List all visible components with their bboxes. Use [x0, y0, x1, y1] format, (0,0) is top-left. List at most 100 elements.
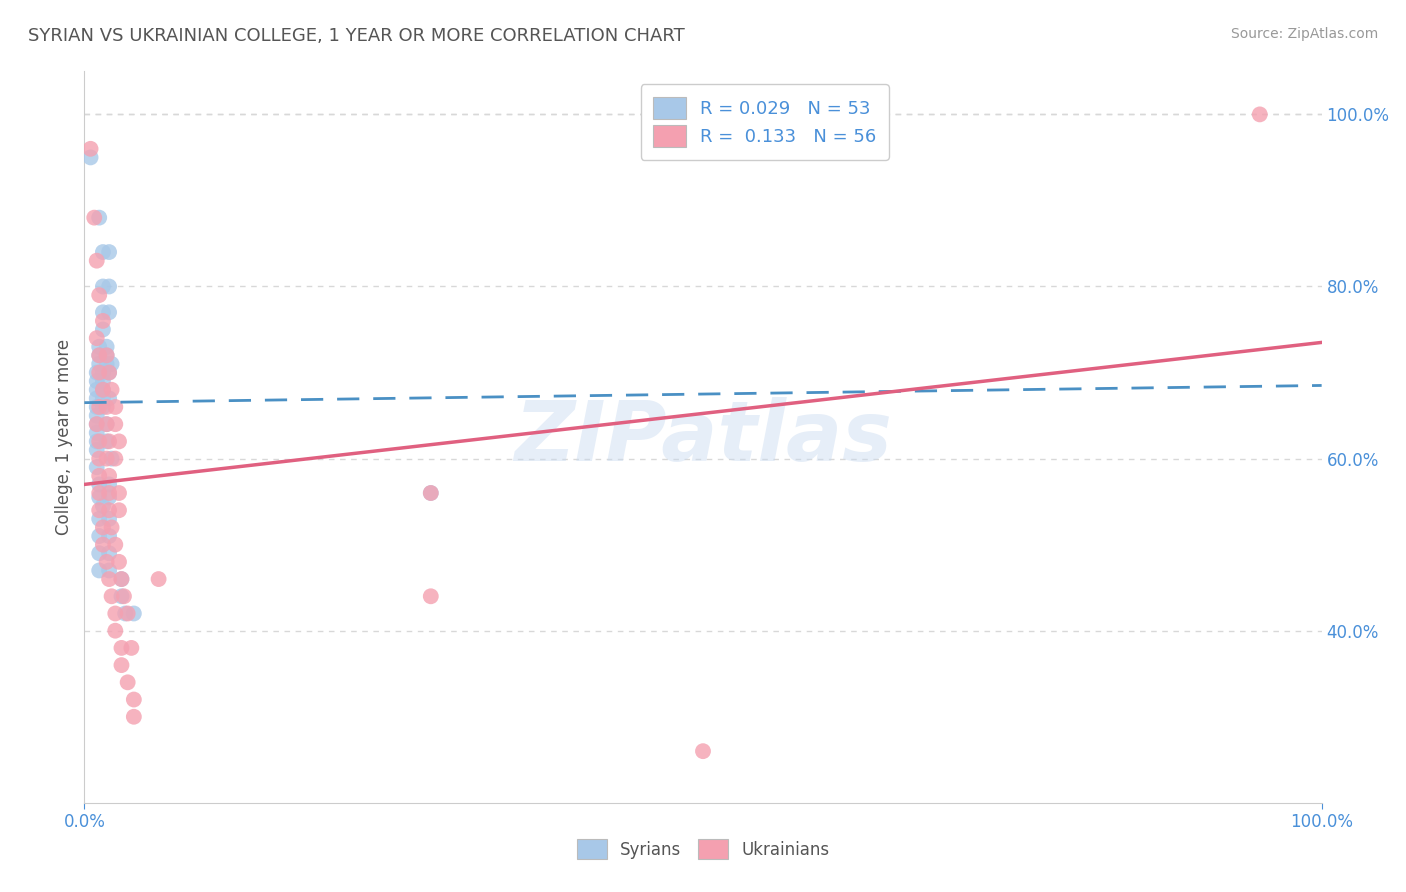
Point [89, 512, 111, 526]
Point [96, 434, 118, 449]
Point [98, 491, 121, 505]
Point [98, 486, 121, 500]
Point [89, 348, 111, 362]
Point [89, 477, 111, 491]
Point [110, 589, 132, 603]
Point [148, 572, 170, 586]
Point [108, 434, 131, 449]
Point [89, 434, 111, 449]
Point [91, 322, 114, 336]
Point [89, 348, 111, 362]
Point [122, 710, 145, 724]
Point [79, 150, 101, 164]
Point [91, 374, 114, 388]
Point [79, 142, 101, 156]
Point [89, 491, 111, 505]
Point [89, 529, 111, 543]
Point [98, 546, 121, 560]
Point [114, 607, 136, 621]
Legend: Syrians, Ukrainians: Syrians, Ukrainians [568, 830, 838, 868]
Point [96, 451, 118, 466]
Point [98, 503, 121, 517]
Point [86, 409, 108, 423]
Point [419, 589, 441, 603]
Point [91, 305, 114, 319]
Point [117, 607, 139, 621]
Point [100, 520, 122, 534]
Point [89, 340, 111, 354]
Point [110, 640, 132, 655]
Point [89, 366, 111, 380]
Point [104, 538, 127, 552]
Point [112, 589, 135, 603]
Point [104, 624, 127, 638]
Point [98, 564, 121, 578]
Point [89, 211, 111, 225]
Point [89, 486, 111, 500]
Point [86, 392, 108, 406]
Point [117, 675, 139, 690]
Point [122, 607, 145, 621]
Point [89, 451, 111, 466]
Point [98, 468, 121, 483]
Point [98, 434, 121, 449]
Point [89, 357, 111, 371]
Point [86, 331, 108, 345]
Point [120, 640, 142, 655]
Point [91, 499, 114, 513]
Point [104, 417, 127, 432]
Point [98, 392, 121, 406]
Point [98, 245, 121, 260]
Point [100, 383, 122, 397]
Point [91, 400, 114, 414]
Point [86, 425, 108, 440]
Point [419, 486, 441, 500]
Point [96, 357, 118, 371]
Point [104, 400, 127, 414]
Point [419, 486, 441, 500]
Point [98, 477, 121, 491]
Point [96, 340, 118, 354]
Point [91, 392, 114, 406]
Point [104, 607, 127, 621]
Point [108, 486, 131, 500]
Point [91, 520, 114, 534]
Point [104, 451, 127, 466]
Point [108, 555, 131, 569]
Text: Source: ZipAtlas.com: Source: ZipAtlas.com [1230, 27, 1378, 41]
Point [110, 658, 132, 673]
Point [86, 253, 108, 268]
Point [98, 572, 121, 586]
Point [100, 589, 122, 603]
Point [91, 314, 114, 328]
Point [692, 744, 714, 758]
Point [108, 503, 131, 517]
Point [89, 288, 111, 302]
Point [86, 417, 108, 432]
Point [96, 348, 118, 362]
Point [91, 383, 114, 397]
Point [96, 417, 118, 432]
Point [98, 512, 121, 526]
Point [96, 417, 118, 432]
Point [89, 546, 111, 560]
Point [100, 357, 122, 371]
Point [86, 434, 108, 449]
Y-axis label: College, 1 year or more: College, 1 year or more [55, 339, 73, 535]
Point [98, 366, 121, 380]
Point [100, 451, 122, 466]
Point [98, 366, 121, 380]
Point [91, 245, 114, 260]
Text: SYRIAN VS UKRAINIAN COLLEGE, 1 YEAR OR MORE CORRELATION CHART: SYRIAN VS UKRAINIAN COLLEGE, 1 YEAR OR M… [28, 27, 685, 45]
Point [86, 442, 108, 457]
Point [89, 564, 111, 578]
Point [91, 383, 114, 397]
Point [110, 572, 132, 586]
Point [86, 374, 108, 388]
Point [98, 279, 121, 293]
Point [91, 366, 114, 380]
Point [86, 417, 108, 432]
Point [98, 305, 121, 319]
Point [86, 400, 108, 414]
Point [96, 555, 118, 569]
